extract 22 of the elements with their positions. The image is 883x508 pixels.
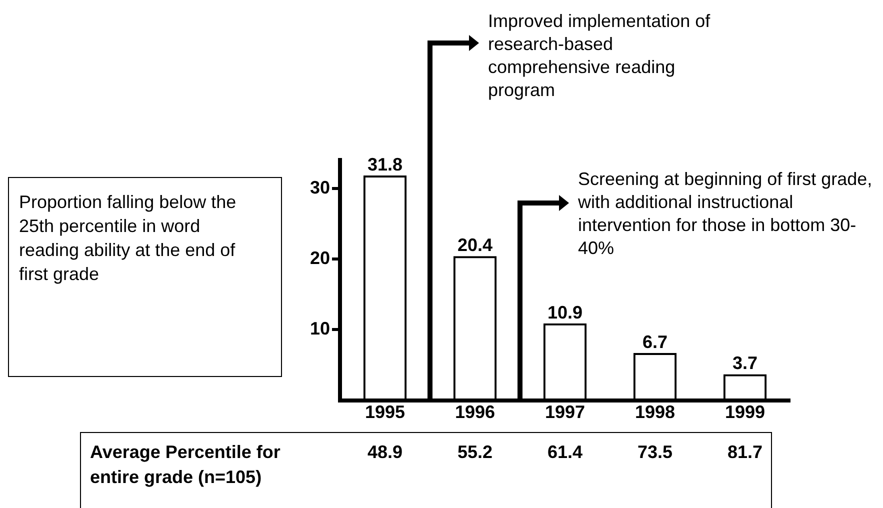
data-label: 20.4 [457, 235, 493, 256]
y-tick-label: 20 [310, 248, 330, 268]
y-axis-title: Proportion falling below the 25th percentile in word reading ability at the end of first grade [8, 177, 282, 377]
text: Average Percentile for entire grade (n=105) [90, 441, 282, 489]
text: Improved implementation of research-based comprehensive reading program [488, 10, 712, 102]
x-tick-label: 1998 [634, 402, 676, 422]
annotation: Screening at beginning of first grade, with additional instructional intervention for those in bottom 30-40% [578, 168, 874, 260]
data-label: 6.7 [642, 332, 668, 352]
x-tick-label: 1999 [724, 402, 766, 422]
data-label: 10.9 [547, 302, 583, 322]
data-label: 3.7 [732, 353, 758, 374]
y-tick-label: 10 [310, 318, 330, 339]
text: 73.5 [636, 441, 674, 464]
text: 61.4 [546, 441, 584, 464]
text: 48.9 [366, 441, 404, 464]
x-tick-label: 1995 [364, 402, 406, 422]
x-tick-label: 1997 [544, 402, 586, 422]
text: 55.2 [456, 441, 494, 464]
data-label: 31.8 [367, 154, 403, 175]
text: 81.7 [726, 441, 764, 464]
y-tick-label: 30 [310, 177, 330, 198]
x-tick-label: 1996 [454, 402, 496, 422]
